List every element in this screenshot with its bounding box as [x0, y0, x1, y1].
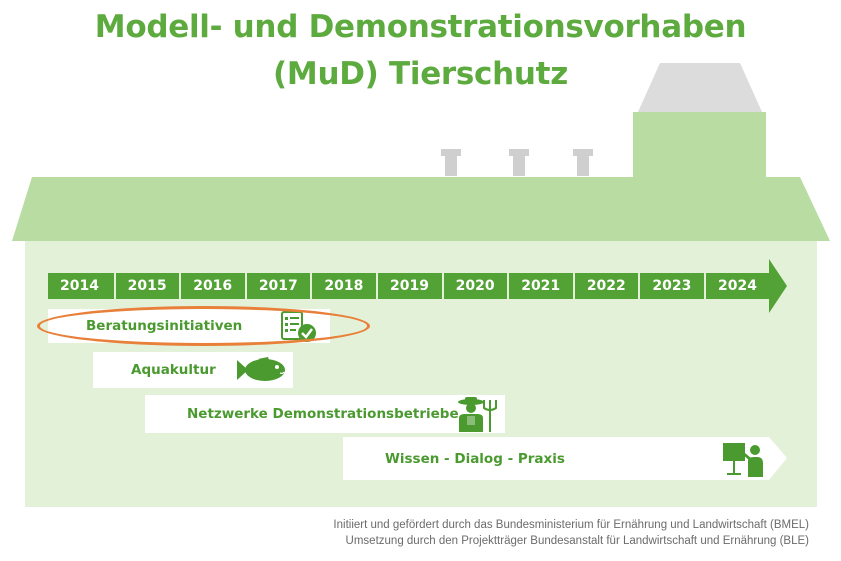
timeline-year: 2023 [638, 273, 704, 299]
timeline-year: 2017 [244, 273, 310, 299]
timeline-year: 2020 [441, 273, 507, 299]
timeline-year: 2016 [179, 273, 245, 299]
roof [12, 177, 830, 241]
project-label: Netzwerke Demonstrationsbetriebe [187, 406, 459, 422]
footer-implementation-note: Umsetzung durch den Projektträger Bundes… [345, 535, 809, 547]
timeline-year: 2022 [572, 273, 638, 299]
project-label: Wissen - Dialog - Praxis [385, 450, 565, 467]
tower-body [633, 112, 766, 182]
farmer-icon [458, 397, 497, 432]
timeline-year: 2018 [310, 273, 376, 299]
project-label: Aquakultur [131, 362, 216, 378]
timeline-year: 2015 [113, 273, 179, 299]
roof-vents [441, 149, 593, 176]
timeline-year: 2021 [507, 273, 573, 299]
fish-icon [237, 357, 285, 381]
timeline-year: 2014 [48, 273, 111, 299]
project-arrow-head [769, 437, 787, 480]
page-subtitle: (MuD) Tierschutz [273, 56, 568, 92]
presentation-icon [723, 443, 763, 477]
project-bar-wissen-dialog-praxis: Wissen - Dialog - Praxis [343, 437, 769, 480]
project-bar-netzwerke: Netzwerke Demonstrationsbetriebe [145, 395, 505, 433]
highlight-ellipse [37, 306, 370, 346]
page-title: Modell- und Demonstrationsvorhaben [94, 9, 747, 45]
timeline-arrow-head [769, 259, 787, 313]
timeline-year: 2024 [704, 273, 769, 299]
timeline-year: 2019 [376, 273, 441, 299]
project-bar-aquakultur: Aquakultur [93, 352, 293, 388]
tower-roof [638, 63, 762, 112]
footer-funding-note: Initiiert und gefördert durch das Bundes… [333, 519, 809, 531]
